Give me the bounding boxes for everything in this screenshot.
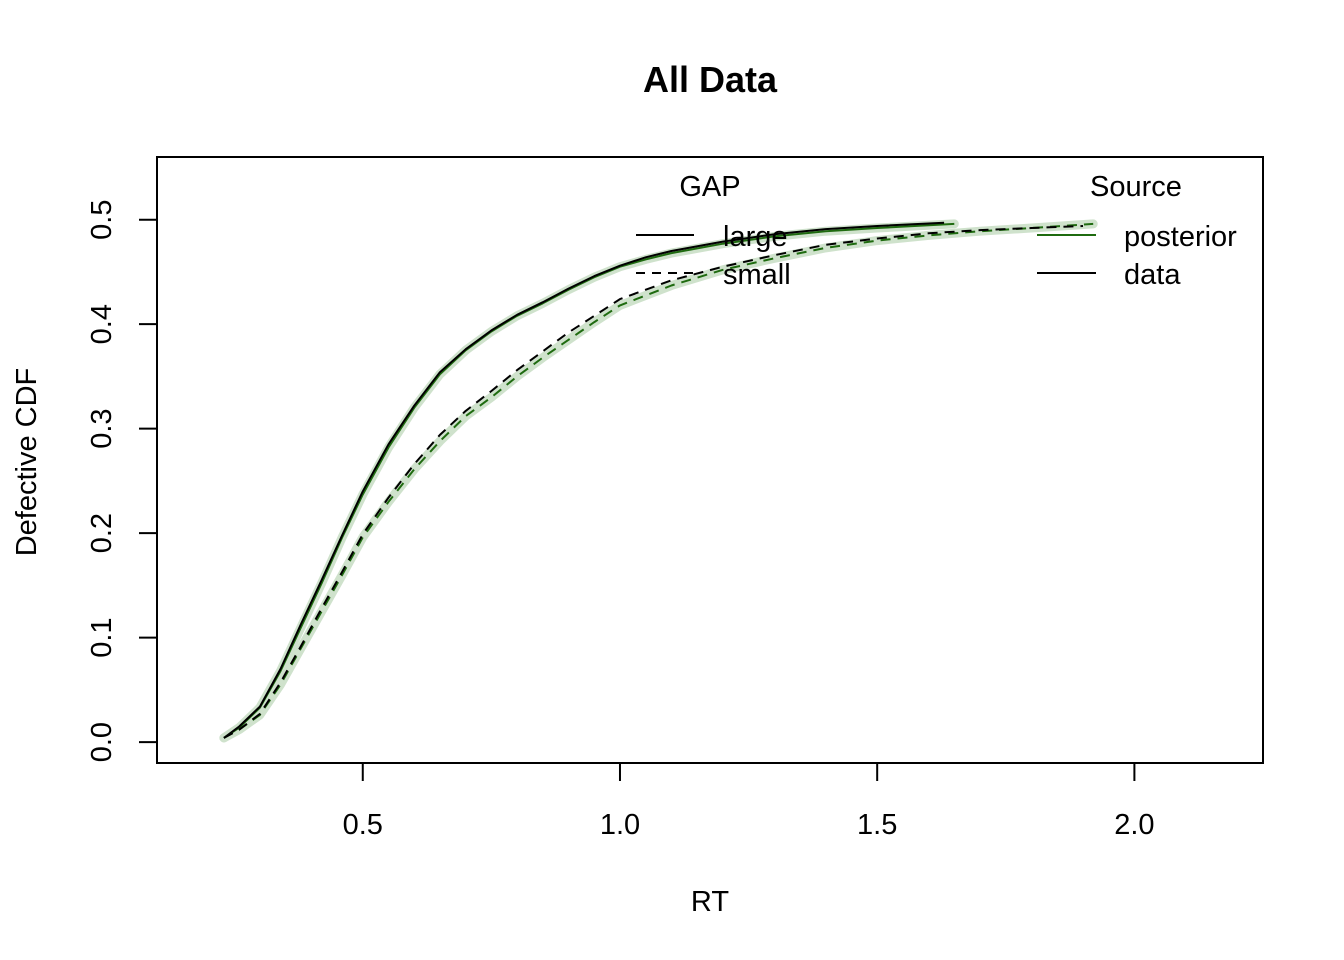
posterior-band-large bbox=[219, 219, 959, 743]
y-axis-label: Defective CDF bbox=[11, 368, 43, 557]
series-line-posterior-small bbox=[223, 222, 1094, 739]
posterior-band-small bbox=[219, 219, 1098, 743]
x-tick-label: 0.5 bbox=[343, 809, 383, 841]
legend-source-title: Source bbox=[1090, 171, 1182, 203]
legend-source-data-label: data bbox=[1124, 259, 1181, 291]
legend-gap-small-label: small bbox=[723, 259, 791, 291]
x-axis-label: RT bbox=[691, 886, 729, 918]
legend-gap-large-label: large bbox=[723, 221, 788, 253]
x-tick-label: 1.0 bbox=[600, 809, 640, 841]
series-layer bbox=[219, 219, 1098, 743]
x-tick-label: 1.5 bbox=[857, 809, 897, 841]
series-line-data-small bbox=[223, 225, 1084, 739]
y-tick-label: 0.0 bbox=[86, 722, 118, 762]
chart-title: All Data bbox=[643, 59, 778, 100]
legend-source: Source posterior data bbox=[1037, 171, 1237, 291]
legend-gap-title: GAP bbox=[679, 171, 740, 203]
series-line-posterior-large bbox=[223, 222, 955, 739]
series-line-data-large bbox=[223, 221, 945, 739]
y-tick-label: 0.4 bbox=[86, 304, 118, 344]
y-axis: 0.0 0.1 0.2 0.3 0.4 0.5 bbox=[86, 200, 158, 762]
legend-source-posterior-label: posterior bbox=[1124, 221, 1237, 253]
y-tick-label: 0.3 bbox=[86, 408, 118, 448]
legend-gap: GAP large small bbox=[636, 171, 791, 291]
y-tick-label: 0.2 bbox=[86, 513, 118, 553]
x-tick-label: 2.0 bbox=[1114, 809, 1154, 841]
y-tick-label: 0.1 bbox=[86, 617, 118, 657]
y-tick-label: 0.5 bbox=[86, 200, 118, 240]
x-axis: 0.5 1.0 1.5 2.0 bbox=[343, 762, 1155, 841]
